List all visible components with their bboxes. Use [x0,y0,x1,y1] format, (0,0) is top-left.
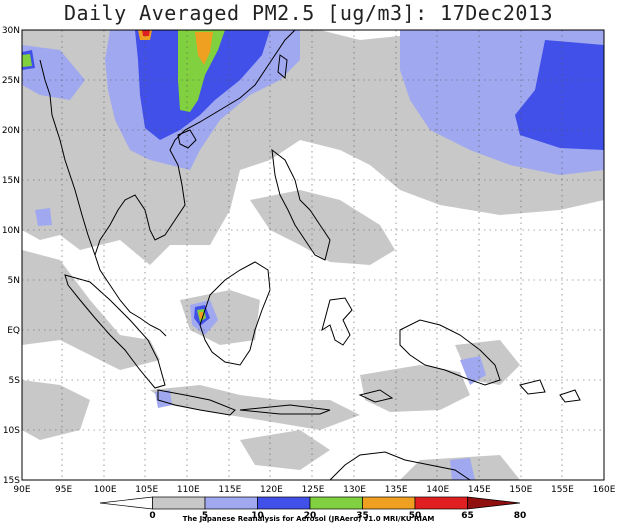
colorbar-tick-label: 0 [149,511,155,521]
colorbar-tick-label: 35 [356,511,369,521]
lon-label: 115E [218,485,241,495]
lon-label: 100E [94,485,117,495]
colorbar-segment [257,496,311,510]
concentration-fields [22,30,604,480]
lon-label: 155E [551,485,574,495]
longitude-labels: 90E 95E 100E 105E 110E 115E 120E 125E 130E 135E 14… [13,485,615,495]
lon-label: 135E [385,485,408,495]
map-title: Daily Averaged PM2.5 [ug/m3]: 17Dec2013 [63,1,554,25]
latitude-labels: 30N 25N 20N 15N 10N 5N EQ 5S 10S 15S [2,26,20,486]
credit-text: The Japanese Reanalysis for Aerosol (JRA… [182,515,435,523]
lon-label: 140E [426,485,449,495]
lon-label: 150E [509,485,532,495]
colorbar-segment [204,496,258,510]
colorbar-segment [414,496,468,510]
lon-label: 120E [260,485,283,495]
lon-label: 105E [135,485,158,495]
lat-label: 5N [8,276,20,286]
colorbar-segment [99,496,153,510]
lon-label: 95E [55,485,72,495]
lat-label: 10S [3,426,20,436]
colorbar-tick-label: 65 [461,511,474,521]
colorbar-tick-label: 80 [514,511,527,521]
lat-label: 20N [2,126,20,136]
colorbar-tick-label: 10 [251,511,264,521]
lon-label: 130E [343,485,366,495]
lat-label: 30N [2,26,20,36]
colorbar-segment [362,496,416,510]
lon-label: 145E [468,485,491,495]
lat-label: EQ [7,326,20,336]
lon-label: 160E [593,485,616,495]
lat-label: 15N [2,176,20,186]
lon-label: 90E [13,485,30,495]
graticule [22,30,604,480]
lon-label: 110E [177,485,200,495]
lat-label: 15S [3,476,20,486]
colorbar-segment [467,496,521,510]
lon-label: 125E [302,485,325,495]
lat-label: 25N [2,76,20,86]
plot-frame [21,29,605,481]
colorbar-segment [309,496,363,510]
coastlines [39,29,581,481]
lat-label: 10N [2,226,20,236]
colorbar-tick-label: 20 [304,511,317,521]
colorbar-tick-label: 5 [202,511,208,521]
lat-label: 5S [9,376,21,386]
colorbar-segment [152,496,206,510]
colorbar: 0 5 10 20 35 50 65 80 [99,496,527,521]
colorbar-tick-label: 50 [409,511,422,521]
